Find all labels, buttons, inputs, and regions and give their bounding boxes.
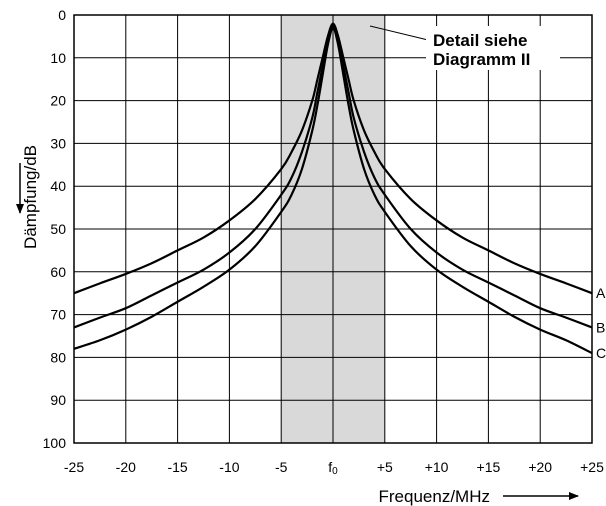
plot-lines bbox=[73, 22, 593, 355]
x-tick-label: -10 bbox=[219, 459, 239, 475]
series-line-c bbox=[73, 26, 593, 355]
x-tick-label: +10 bbox=[425, 459, 449, 475]
plot-frame bbox=[73, 14, 593, 444]
y-tick-label: 60 bbox=[50, 264, 66, 280]
x-tick-label: -5 bbox=[275, 459, 288, 475]
x-axis-title: Frequenz/MHz bbox=[379, 487, 490, 506]
series-label-c: C bbox=[596, 345, 606, 361]
series-line-a bbox=[73, 22, 593, 295]
y-tick-label: 30 bbox=[50, 135, 66, 151]
x-tick-label: -25 bbox=[64, 459, 84, 475]
x-tick-label: f0 bbox=[328, 459, 338, 477]
y-tick-label: 100 bbox=[43, 435, 67, 451]
annotation-box bbox=[426, 26, 560, 70]
x-tick-label: +25 bbox=[580, 459, 604, 475]
y-tick-label: 80 bbox=[50, 349, 66, 365]
y-tick-label: 50 bbox=[50, 221, 66, 237]
y-tick-label: 90 bbox=[50, 392, 66, 408]
y-tick-labels: 0 10 20 30 40 50 60 70 80 90 100 bbox=[43, 7, 67, 451]
series-label-b: B bbox=[596, 319, 605, 335]
series-line-b bbox=[73, 24, 593, 329]
x-tick-label: +20 bbox=[528, 459, 552, 475]
y-tick-label: 70 bbox=[50, 307, 66, 323]
y-tick-label: 0 bbox=[58, 7, 66, 23]
series-label-a: A bbox=[596, 285, 606, 301]
x-tick-label: +15 bbox=[477, 459, 501, 475]
y-tick-label: 20 bbox=[50, 93, 66, 109]
x-tick-label: +5 bbox=[377, 459, 393, 475]
annotation-line-2: Diagramm II bbox=[433, 50, 530, 69]
x-tick-label: -15 bbox=[167, 459, 187, 475]
annotation-leader-line bbox=[369, 25, 429, 41]
y-tick-label: 10 bbox=[50, 50, 66, 66]
series-labels: A BC bbox=[596, 285, 606, 361]
grid bbox=[73, 14, 593, 444]
y-tick-label: 40 bbox=[50, 178, 66, 194]
annotation-line-1: Detail siehe bbox=[433, 31, 528, 50]
y-axis-title: Dämpfung/dB bbox=[21, 145, 40, 249]
x-tick-labels: -25 -20 -15 -10 -5 f0 +5 +10 +15 +20 +25 bbox=[64, 459, 604, 477]
x-tick-label: -20 bbox=[116, 459, 136, 475]
